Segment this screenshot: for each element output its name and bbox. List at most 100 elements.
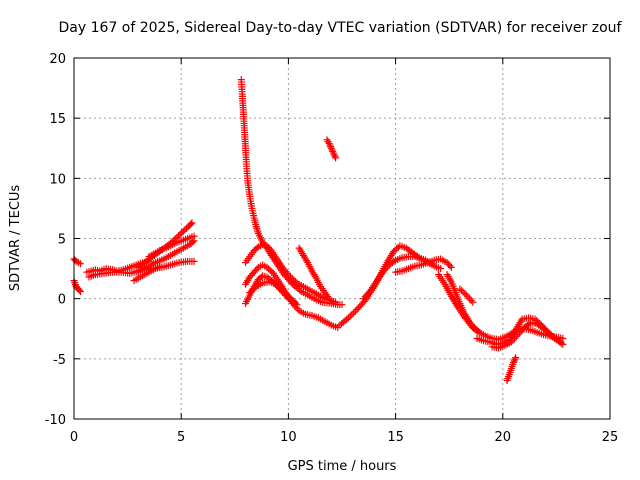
data-point — [253, 244, 261, 252]
data-point — [329, 149, 337, 157]
data-points — [70, 76, 567, 384]
data-point — [176, 230, 184, 238]
data-point — [276, 284, 284, 292]
series-track-i — [130, 262, 164, 285]
data-point — [289, 297, 297, 305]
data-point — [263, 263, 271, 271]
data-point — [456, 285, 464, 293]
data-point — [181, 226, 189, 234]
x-tick-label: 10 — [280, 430, 297, 445]
data-point — [343, 315, 351, 323]
data-point — [326, 141, 334, 149]
series-track-s — [392, 255, 455, 276]
data-point — [183, 224, 191, 232]
data-point — [332, 154, 340, 162]
data-point — [512, 354, 520, 362]
data-point — [327, 143, 335, 151]
data-point — [557, 339, 565, 347]
series-track-n — [246, 278, 299, 306]
data-point — [188, 219, 196, 227]
x-tick-label: 0 — [70, 430, 78, 445]
data-point — [76, 287, 84, 295]
series-track-g — [145, 232, 198, 261]
data-point — [510, 357, 518, 365]
data-point — [290, 276, 298, 284]
data-point — [459, 288, 467, 296]
data-point — [549, 333, 557, 341]
data-point — [389, 248, 397, 256]
data-point — [437, 265, 445, 273]
data-point — [466, 295, 474, 303]
data-point — [291, 278, 299, 286]
y-tick-label: -5 — [53, 353, 66, 368]
data-point — [325, 139, 333, 147]
data-point — [548, 331, 556, 339]
data-point — [559, 340, 567, 348]
data-point — [344, 314, 352, 322]
data-point — [467, 296, 475, 304]
data-point — [391, 246, 399, 254]
data-point — [190, 257, 198, 265]
data-point — [288, 275, 296, 283]
data-point — [469, 298, 477, 306]
axis-ticks: 0 5 10 15 20 25 -10 -5 0 5 10 15 20 — [45, 52, 619, 445]
y-tick-label: 0 — [58, 293, 66, 308]
data-point — [286, 294, 294, 302]
data-point — [394, 243, 402, 251]
series-track-p — [323, 136, 340, 162]
data-point — [328, 146, 336, 154]
y-tick-label: -10 — [45, 413, 66, 428]
series-track-e — [134, 219, 196, 271]
x-tick-label: 25 — [602, 430, 619, 445]
data-point — [351, 307, 359, 315]
data-point — [178, 229, 186, 237]
data-point — [288, 295, 296, 303]
data-point — [393, 245, 401, 253]
data-point — [75, 286, 83, 294]
data-point — [511, 355, 519, 363]
data-point — [284, 292, 292, 300]
data-point — [156, 262, 164, 270]
data-point — [329, 147, 337, 155]
data-point — [510, 358, 518, 366]
series-track-q — [336, 242, 436, 329]
data-point — [325, 295, 333, 303]
chart-title: Day 167 of 2025, Sidereal Day-to-day VTE… — [59, 20, 623, 36]
data-point — [464, 293, 472, 301]
series-track-a — [70, 255, 84, 268]
x-axis-label: GPS time / hours — [288, 459, 397, 474]
data-point — [559, 334, 567, 342]
series-track-r — [359, 253, 445, 303]
data-point — [350, 309, 358, 317]
data-point — [253, 265, 261, 273]
series-track-b — [70, 277, 84, 295]
data-point — [338, 301, 346, 309]
series-track-z — [503, 354, 520, 384]
data-point — [265, 265, 273, 273]
data-point — [330, 151, 338, 159]
y-tick-label: 10 — [49, 172, 66, 187]
grid-lines — [74, 58, 610, 419]
y-tick-label: 20 — [49, 52, 66, 67]
data-point — [348, 311, 356, 319]
data-point — [189, 238, 197, 246]
data-point — [187, 220, 195, 228]
data-point — [251, 284, 259, 292]
series-track-k — [242, 241, 340, 306]
data-point — [525, 320, 533, 328]
data-point — [247, 287, 255, 295]
data-point — [458, 287, 466, 295]
data-point — [332, 298, 340, 306]
y-axis-label: SDTVAR / TECUs — [8, 185, 23, 292]
data-point — [175, 232, 183, 240]
series-track-y — [488, 319, 567, 352]
data-point — [327, 144, 335, 152]
data-point — [474, 327, 482, 335]
data-point — [390, 257, 398, 265]
data-point — [331, 152, 339, 160]
data-point — [287, 273, 295, 281]
data-point — [266, 245, 274, 253]
data-point — [246, 289, 254, 297]
y-tick-label: 15 — [49, 112, 66, 127]
